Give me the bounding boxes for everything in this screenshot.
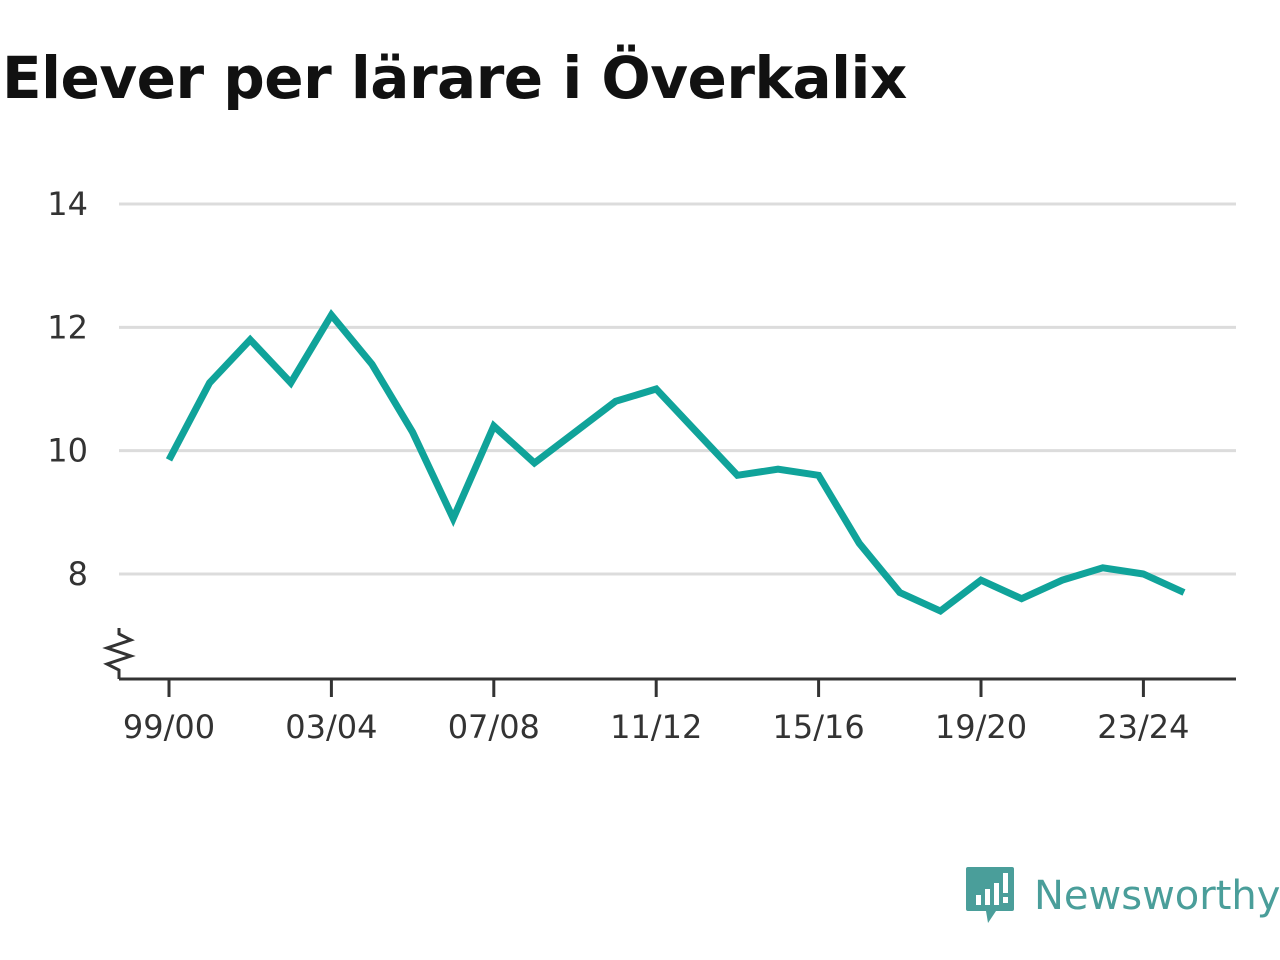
newsworthy-logo-icon — [966, 867, 1014, 923]
brand-logo: Newsworthy — [964, 864, 1280, 928]
x-tick-label: 99/00 — [123, 708, 215, 746]
x-axis-ticks: 99/00 03/04 07/08 11/12 15/16 19/20 23/24 — [123, 679, 1190, 746]
x-tick-label: 07/08 — [448, 708, 540, 746]
x-tick-label: 15/16 — [772, 708, 864, 746]
y-tick-label: 12 — [47, 308, 88, 346]
x-tick-label: 19/20 — [935, 708, 1027, 746]
y-axis-break-marker — [102, 628, 136, 679]
y-tick-label: 10 — [47, 432, 88, 470]
series-group — [165, 308, 1186, 616]
y-tick-label: 14 — [47, 185, 88, 223]
series-line — [165, 308, 1186, 616]
brand-name: Newsworthy — [1034, 873, 1280, 919]
y-axis-ticks: 14 12 10 8 — [47, 185, 88, 593]
x-tick-label: 03/04 — [285, 708, 377, 746]
chart-title: Elever per lärare i Överkalix — [2, 44, 907, 112]
x-axis — [102, 628, 1236, 681]
grid-lines — [119, 202, 1236, 576]
y-tick-label: 8 — [68, 555, 88, 593]
x-tick-label: 11/12 — [610, 708, 702, 746]
x-tick-label: 23/24 — [1097, 708, 1189, 746]
